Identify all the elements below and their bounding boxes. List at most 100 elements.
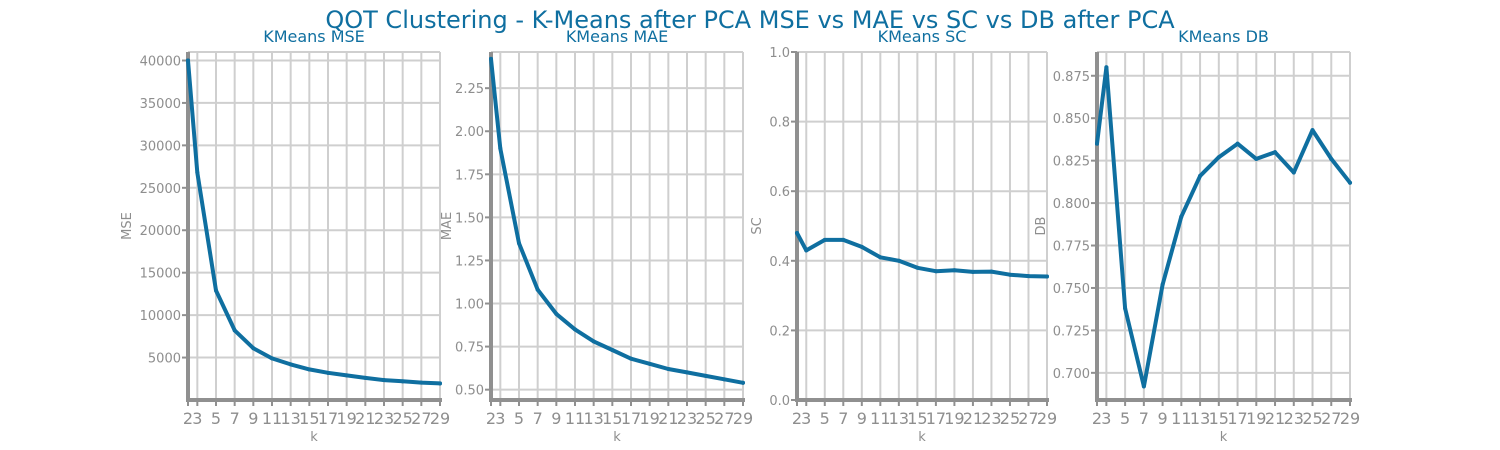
y-tick-label: 35000	[140, 97, 181, 112]
x-tick-label: 2	[1092, 409, 1102, 428]
y-tick-label: 1.00	[455, 298, 484, 313]
x-tick-label: 11	[1171, 409, 1191, 428]
data-point	[1216, 155, 1221, 160]
y-tick-label: 1.25	[455, 254, 484, 269]
x-tick-label: 29	[1037, 409, 1057, 428]
x-tick-label: 13	[1190, 409, 1210, 428]
data-point	[970, 269, 975, 274]
x-tick-label: 19	[944, 409, 964, 428]
data-point	[822, 237, 827, 242]
data-point	[517, 241, 521, 246]
y-tick-label: 0.50	[455, 384, 484, 399]
x-tick-label: 19	[1246, 409, 1266, 428]
y-tick-label: 1.0	[769, 46, 790, 61]
x-tick-label: 25	[1000, 409, 1020, 428]
chart-panel-3: 0.00.20.40.60.81.02 3 5 7 9 11131517192123252…	[750, 27, 1057, 445]
x-tick-label: 17	[621, 409, 641, 428]
x-tick-label: 3	[192, 409, 202, 428]
data-point	[1310, 128, 1315, 133]
data-point	[647, 361, 652, 366]
data-point	[498, 146, 503, 151]
y-tick-label: 0.850	[1053, 112, 1090, 127]
y-tick-label: 2.25	[455, 82, 484, 97]
data-point	[1026, 274, 1031, 279]
x-axis-label: k	[613, 430, 621, 445]
data-point	[382, 378, 386, 383]
x-tick-label: 3	[1101, 409, 1111, 428]
x-tick-label: 11	[870, 409, 890, 428]
x-tick-label: 23	[981, 409, 1001, 428]
data-point	[344, 373, 349, 378]
data-point	[1045, 274, 1049, 279]
data-point	[232, 328, 237, 333]
data-point	[270, 356, 274, 361]
data-point	[841, 237, 846, 242]
x-tick-label: 13	[889, 409, 909, 428]
x-tick-label: 21	[1265, 409, 1285, 428]
y-tick-label: 0.725	[1053, 324, 1090, 339]
x-tick-label: 3	[495, 409, 505, 428]
data-point	[288, 362, 293, 367]
y-tick-label: 0.775	[1053, 240, 1090, 255]
x-tick-label: 29	[1340, 409, 1360, 428]
x-tick-label: 23	[374, 409, 394, 428]
panel-title: KMeans MAE	[566, 27, 668, 46]
y-tick-label: 0.750	[1053, 282, 1090, 297]
data-point	[989, 269, 994, 274]
data-point	[573, 327, 577, 332]
x-tick-label: 7	[230, 409, 240, 428]
data-point	[1123, 306, 1128, 311]
x-axis-label: k	[918, 430, 926, 445]
x-tick-label: 11	[565, 409, 585, 428]
y-tick-label: 0.800	[1053, 197, 1090, 212]
y-tick-label: 0.875	[1053, 70, 1090, 85]
y-tick-label: 0.75	[455, 341, 484, 356]
data-point	[326, 370, 330, 375]
data-point	[1254, 156, 1259, 161]
y-tick-label: 5000	[148, 352, 181, 367]
data-point	[804, 248, 809, 253]
x-tick-label: 5	[211, 409, 221, 428]
data-point	[933, 269, 938, 274]
data-point	[1329, 156, 1334, 161]
data-point	[307, 367, 312, 372]
data-point	[1198, 173, 1203, 178]
data-point	[1179, 214, 1184, 219]
x-tick-label: 7	[1139, 409, 1149, 428]
data-point	[1160, 282, 1165, 287]
x-tick-label: 11	[262, 409, 282, 428]
panel-title: KMeans DB	[1178, 27, 1269, 46]
x-tick-label: 15	[602, 409, 622, 428]
y-tick-label: 0.6	[769, 185, 790, 200]
data-point	[363, 375, 368, 380]
data-point	[666, 366, 671, 371]
chart-panel-1: 5000 10000 15000 20000 25000 30000 35000 40000 2…	[120, 27, 450, 445]
y-tick-label: 1.75	[455, 168, 484, 183]
x-tick-label: 7	[838, 409, 848, 428]
data-point	[741, 380, 745, 385]
y-axis-label: MAE	[440, 212, 455, 240]
data-point	[629, 356, 633, 361]
x-tick-label: 7	[533, 409, 543, 428]
data-point	[1007, 272, 1012, 277]
x-tick-label: 21	[355, 409, 375, 428]
y-axis-label: MSE	[120, 212, 135, 240]
x-tick-label: 5	[1120, 409, 1130, 428]
data-point	[1141, 384, 1146, 389]
y-tick-label: 0.8	[769, 116, 790, 131]
y-tick-label: 0.825	[1053, 155, 1090, 170]
data-point	[1348, 180, 1352, 185]
x-tick-label: 15	[1209, 409, 1229, 428]
x-tick-label: 13	[280, 409, 300, 428]
x-tick-label: 21	[963, 409, 983, 428]
data-point	[1104, 65, 1109, 70]
data-point	[214, 288, 218, 293]
x-tick-label: 25	[1302, 409, 1322, 428]
x-tick-label: 29	[733, 409, 753, 428]
data-point	[1273, 150, 1278, 155]
y-tick-label: 20000	[140, 224, 181, 239]
figure-title: QOT Clustering - K-Means after PCA MSE v…	[325, 6, 1175, 34]
panel-title: KMeans MSE	[263, 27, 365, 46]
y-tick-label: 15000	[140, 267, 181, 282]
x-tick-label: 13	[583, 409, 603, 428]
